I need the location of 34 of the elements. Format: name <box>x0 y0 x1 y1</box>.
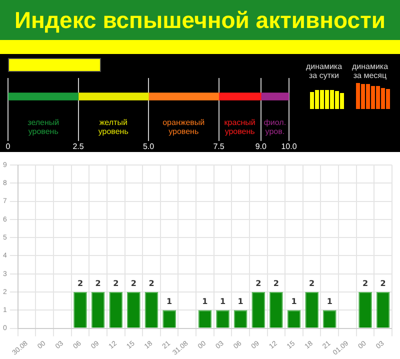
data-label: 2 <box>309 279 315 288</box>
data-label: 1 <box>238 297 244 306</box>
text: фиол. уров. <box>264 118 286 136</box>
data-label: 2 <box>380 279 386 288</box>
x-tick-label: 9.0 <box>255 142 268 152</box>
data-label: 1 <box>220 297 226 306</box>
data-label: 2 <box>113 279 119 288</box>
bar <box>148 92 220 100</box>
bar <box>8 92 79 100</box>
text: динамика за месяц <box>350 62 390 80</box>
data-label: 1 <box>202 297 208 306</box>
data-label: 2 <box>256 279 262 288</box>
bar <box>218 92 262 100</box>
data-label: 2 <box>148 279 154 288</box>
text: зеленый уровень <box>28 118 60 136</box>
x-tick-label: 10.0 <box>281 142 298 152</box>
data-label: 1 <box>326 297 333 306</box>
data-label: 2 <box>77 279 84 288</box>
data-label: 1 <box>291 297 298 306</box>
bar <box>260 92 289 100</box>
chart-title: Индекс вспышечной активности <box>0 0 400 40</box>
data-label: 2 <box>273 279 279 288</box>
text: динамика за сутки <box>304 62 344 80</box>
text: красный уровень <box>224 118 256 136</box>
x-tick-label: 7.5 <box>213 142 225 152</box>
data-label: 2 <box>130 279 136 288</box>
data-label: 1 <box>166 297 173 306</box>
text: желтый уровень <box>98 118 128 136</box>
text: оранжевый уровень <box>162 118 205 136</box>
data-label: 2 <box>95 279 101 288</box>
data-label: 2 <box>362 279 368 288</box>
x-tick-label: 5.0 <box>142 142 155 152</box>
bar <box>78 92 149 100</box>
x-tick-label: 2.5 <box>72 142 84 152</box>
